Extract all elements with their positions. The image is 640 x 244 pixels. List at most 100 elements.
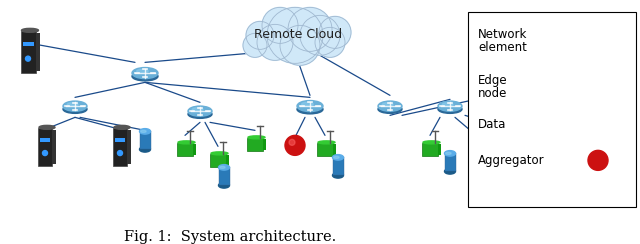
FancyBboxPatch shape [247,138,263,151]
Ellipse shape [484,150,495,155]
Circle shape [575,88,580,93]
Circle shape [246,21,274,49]
Ellipse shape [573,69,587,73]
Ellipse shape [423,141,440,144]
FancyBboxPatch shape [484,136,495,152]
Text: Data: Data [478,118,506,131]
Text: Network: Network [478,28,527,41]
Text: Aggregator: Aggregator [478,154,545,167]
Ellipse shape [63,101,87,111]
Ellipse shape [378,105,402,113]
Circle shape [42,151,47,156]
Ellipse shape [445,169,456,174]
FancyBboxPatch shape [540,92,550,96]
FancyBboxPatch shape [507,138,517,142]
Ellipse shape [140,147,150,152]
Ellipse shape [591,108,605,115]
FancyBboxPatch shape [140,131,150,149]
FancyBboxPatch shape [615,80,618,92]
FancyBboxPatch shape [468,12,636,207]
FancyBboxPatch shape [226,155,229,166]
FancyBboxPatch shape [591,111,605,137]
FancyBboxPatch shape [263,139,266,150]
Ellipse shape [566,121,577,126]
FancyBboxPatch shape [22,42,33,46]
Ellipse shape [22,28,38,32]
Ellipse shape [438,105,462,113]
Ellipse shape [588,34,602,39]
Text: element: element [478,41,527,54]
FancyBboxPatch shape [20,31,35,73]
Ellipse shape [438,101,462,111]
Ellipse shape [470,134,481,139]
FancyBboxPatch shape [210,154,226,167]
Ellipse shape [378,101,402,111]
Text: Edge: Edge [478,74,508,87]
Ellipse shape [318,141,335,144]
Ellipse shape [67,103,78,106]
Ellipse shape [591,134,605,141]
Ellipse shape [132,68,158,79]
Ellipse shape [211,152,228,155]
FancyBboxPatch shape [566,105,577,123]
FancyBboxPatch shape [35,33,40,71]
FancyBboxPatch shape [40,138,50,142]
Circle shape [289,139,295,145]
FancyBboxPatch shape [597,79,615,93]
Circle shape [243,33,267,57]
Ellipse shape [445,152,451,154]
Ellipse shape [582,32,614,46]
FancyBboxPatch shape [572,72,584,100]
FancyBboxPatch shape [127,130,131,164]
Ellipse shape [188,106,212,116]
Circle shape [267,7,323,63]
FancyBboxPatch shape [193,144,196,155]
Ellipse shape [140,129,150,134]
Circle shape [288,7,332,51]
FancyBboxPatch shape [333,144,336,155]
Ellipse shape [114,125,130,129]
Ellipse shape [566,103,577,108]
Ellipse shape [141,130,146,132]
Ellipse shape [136,69,148,73]
Circle shape [262,7,298,43]
Text: Fig. 1:  System architecture.: Fig. 1: System architecture. [124,230,336,244]
Ellipse shape [470,150,481,155]
FancyBboxPatch shape [552,83,556,121]
Circle shape [280,25,320,65]
Ellipse shape [593,110,600,113]
Ellipse shape [297,101,323,112]
Ellipse shape [598,77,617,80]
Circle shape [26,56,31,61]
FancyBboxPatch shape [38,128,52,166]
Circle shape [509,151,515,156]
Circle shape [543,106,547,111]
Circle shape [588,150,608,170]
Ellipse shape [506,125,522,129]
Ellipse shape [178,141,195,144]
Circle shape [118,151,122,156]
FancyBboxPatch shape [115,138,125,142]
FancyBboxPatch shape [177,143,193,156]
Ellipse shape [539,78,555,82]
Ellipse shape [582,37,614,48]
FancyBboxPatch shape [113,128,127,166]
Ellipse shape [39,125,55,129]
Ellipse shape [218,165,230,170]
Ellipse shape [218,183,230,188]
FancyBboxPatch shape [445,153,456,171]
Ellipse shape [470,135,476,137]
FancyBboxPatch shape [317,143,333,156]
Ellipse shape [188,110,212,118]
Ellipse shape [484,134,495,139]
Ellipse shape [63,105,87,113]
Ellipse shape [486,135,491,137]
Ellipse shape [132,72,158,81]
FancyBboxPatch shape [574,78,582,82]
Ellipse shape [220,166,225,168]
FancyBboxPatch shape [519,130,523,164]
Circle shape [315,27,345,57]
Circle shape [285,135,305,155]
Ellipse shape [382,103,393,106]
Ellipse shape [568,104,573,106]
